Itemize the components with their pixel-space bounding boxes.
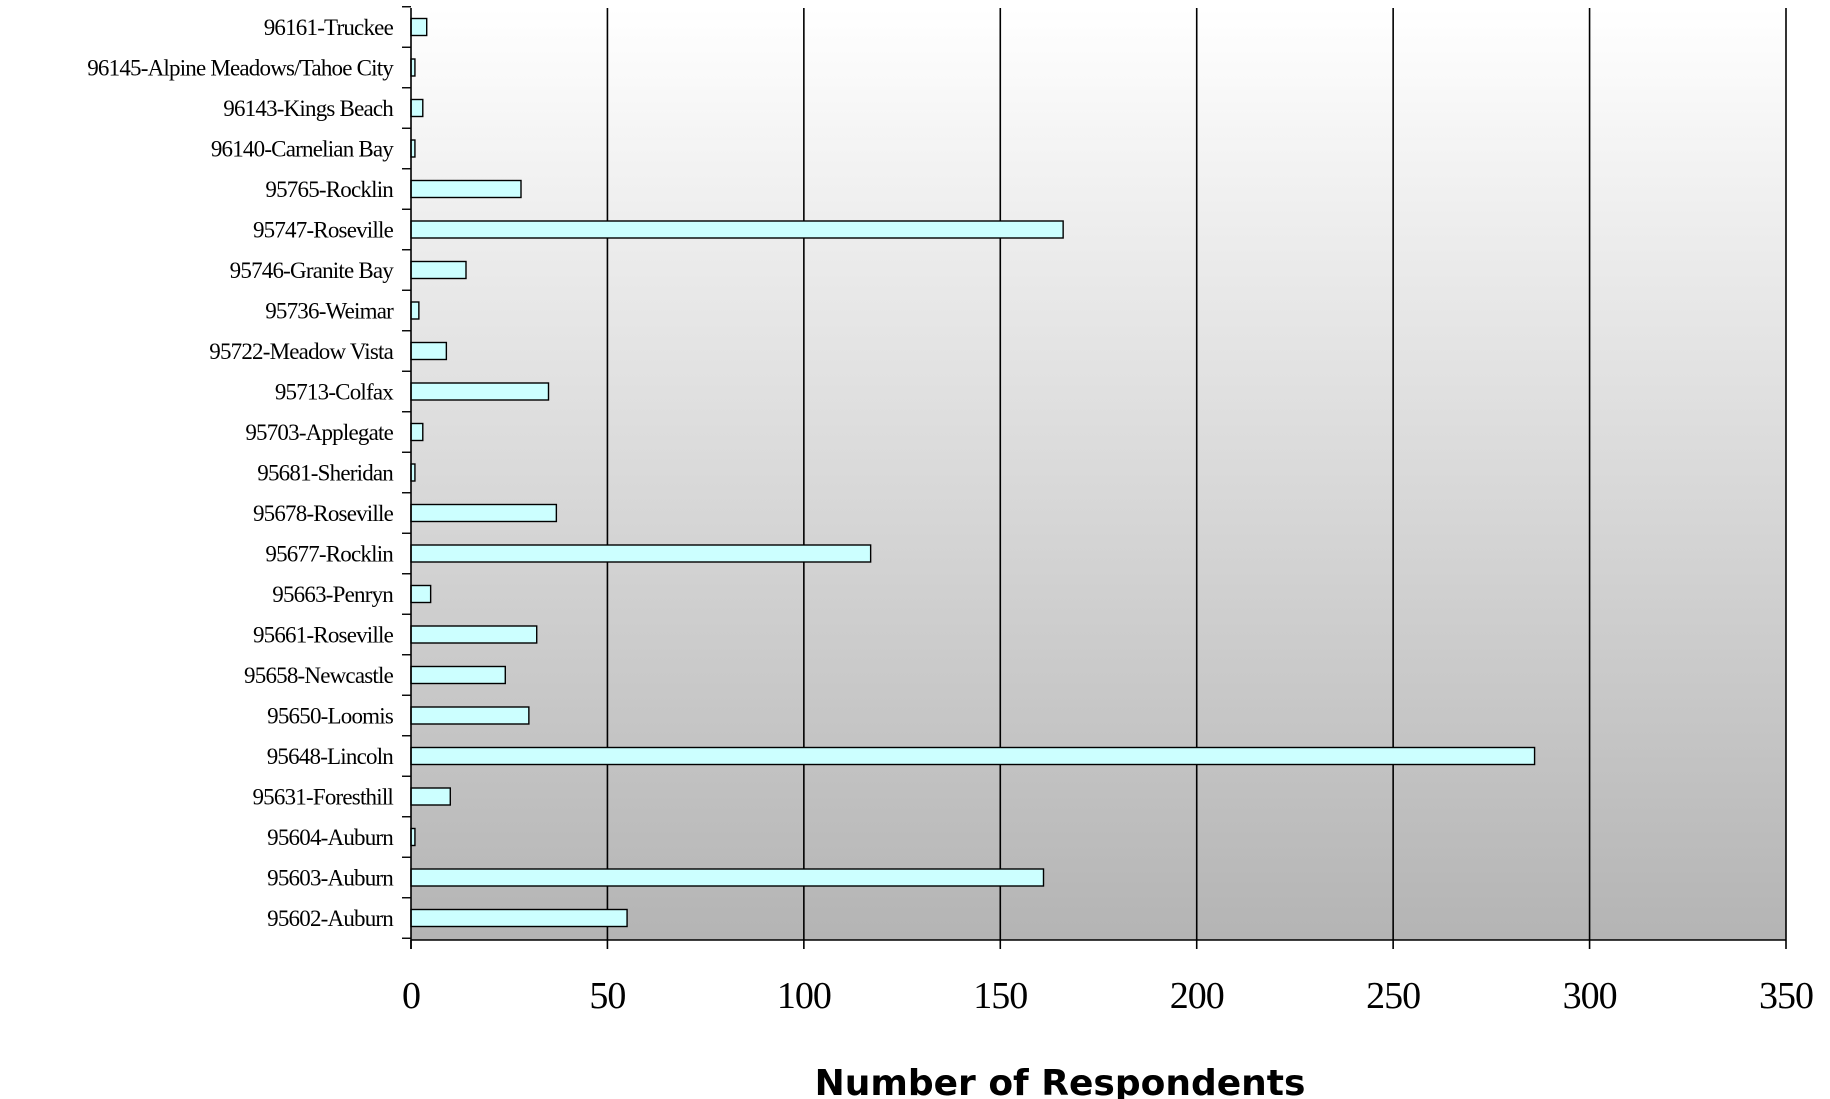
x-tick-label: 50 (589, 975, 625, 1017)
axes (402, 6, 1787, 949)
bar (410, 301, 420, 320)
bar (410, 382, 550, 401)
category-label: 95678-Roseville (253, 501, 394, 526)
bar (410, 179, 522, 199)
bar (410, 908, 628, 928)
bar (410, 220, 1064, 239)
bar (410, 17, 428, 37)
bar (410, 787, 451, 806)
x-tick-label: 300 (1563, 975, 1617, 1017)
category-label: 95681-Sheridan (257, 461, 394, 486)
x-tick-label: 0 (402, 975, 420, 1017)
category-label: 95746-Granite Bay (230, 258, 395, 283)
category-label: 95658-Newcastle (244, 663, 394, 688)
category-label: 95722-Meadow Vista (209, 339, 393, 364)
bar (410, 544, 872, 563)
category-label: 95631-Foresthill (252, 785, 393, 810)
category-label: 96143-Kings Beach (223, 96, 394, 121)
bar (410, 868, 1045, 887)
bar (410, 665, 506, 685)
bar (410, 260, 467, 280)
bar (410, 706, 530, 725)
category-label: 95603-Auburn (267, 866, 394, 891)
bar (410, 746, 1536, 766)
category-label: 95604-Auburn (267, 825, 394, 850)
bar (410, 584, 432, 604)
category-label: 96140-Carnelian Bay (211, 137, 394, 162)
bar (410, 341, 448, 361)
bar (410, 625, 538, 644)
x-tick-label: 250 (1366, 975, 1420, 1017)
x-tick-labels: 0 50 100 150 200 250 300 350 (402, 975, 1814, 1017)
bar (410, 98, 424, 118)
category-label: 96161-Truckee (264, 15, 394, 40)
category-label: 95650-Loomis (267, 704, 394, 729)
bar (410, 503, 558, 523)
gridlines (606, 8, 1787, 940)
category-label: 95663-Penryn (272, 582, 394, 607)
bar (410, 422, 424, 442)
x-tick-label: 200 (1170, 975, 1224, 1017)
category-label: 95713-Colfax (275, 380, 394, 405)
plot-area (411, 8, 1786, 940)
category-label: 95747-Roseville (253, 218, 394, 243)
category-label: 95736-Weimar (265, 299, 394, 324)
category-label: 96145-Alpine Meadows/Tahoe City (87, 56, 394, 81)
category-label: 95648-Lincoln (267, 744, 395, 769)
category-label: 95661-Roseville (253, 623, 394, 648)
x-tick-label: 350 (1759, 975, 1813, 1017)
category-label: 95765-Rocklin (265, 177, 394, 202)
x-tick-label: 150 (973, 975, 1027, 1017)
x-tick-label: 100 (777, 975, 831, 1017)
category-label: 95677-Rocklin (265, 542, 394, 567)
category-label: 95703-Applegate (245, 420, 393, 445)
category-labels: 96161-Truckee 96145-Alpine Meadows/Tahoe … (87, 15, 395, 931)
category-label: 95602-Auburn (267, 906, 394, 931)
x-axis-title: Number of Respondents (815, 1063, 1306, 1099)
